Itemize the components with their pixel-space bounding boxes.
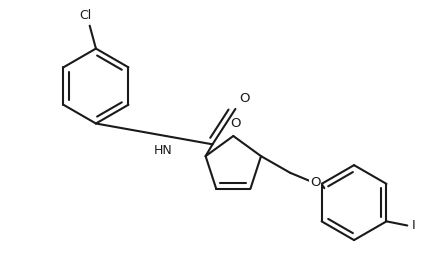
Text: O: O [240, 92, 250, 105]
Text: HN: HN [154, 144, 173, 157]
Text: O: O [230, 117, 241, 130]
Text: Cl: Cl [79, 8, 92, 21]
Text: O: O [310, 176, 320, 189]
Text: I: I [411, 219, 415, 232]
